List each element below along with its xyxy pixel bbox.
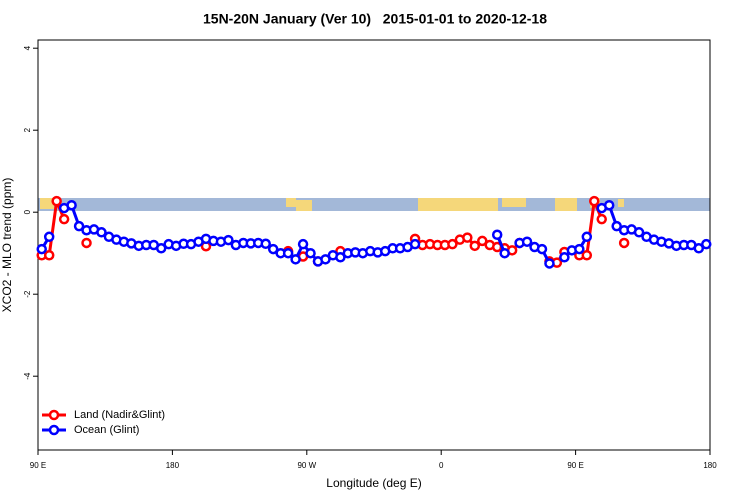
y-tick-label: 4 (23, 45, 32, 50)
land-patch (40, 198, 54, 209)
data-point (66, 199, 77, 211)
y-tick-label: 2 (23, 127, 32, 132)
data-point (282, 247, 294, 259)
land-patch (286, 198, 296, 207)
data-point (469, 240, 481, 252)
data-point (611, 220, 622, 232)
data-point (633, 227, 645, 238)
data-point (447, 238, 458, 250)
data-point (618, 237, 630, 249)
data-point (51, 195, 62, 207)
data-point (297, 238, 309, 250)
data-point (335, 252, 346, 263)
data-point (43, 231, 55, 243)
data-point (581, 231, 593, 243)
data-point (596, 213, 607, 225)
data-point (267, 243, 279, 255)
x-tick-label: 90 E (567, 461, 583, 470)
data-point (73, 220, 85, 232)
data-point (574, 243, 585, 255)
x-axis-label: Longitude (deg E) (326, 476, 421, 490)
legend-marker (48, 424, 60, 436)
x-tick-label: 0 (439, 461, 444, 470)
data-point (260, 238, 271, 250)
data-point (223, 234, 234, 246)
data-point (693, 243, 705, 254)
data-point (603, 199, 615, 211)
data-point (701, 238, 712, 250)
data-point (320, 254, 331, 265)
data-point (544, 258, 555, 269)
data-point (499, 247, 510, 259)
y-axis-label: XCO2 - MLO trend (ppm) (0, 178, 14, 313)
data-point (477, 235, 488, 247)
data-point (305, 247, 316, 259)
legend-marker (48, 409, 60, 421)
x-tick-label: 180 (703, 461, 717, 470)
y-tick-label: -4 (23, 372, 32, 380)
land-patch (418, 198, 498, 211)
data-point (559, 252, 570, 263)
chart-title: 15N-20N January (Ver 10) 2015-01-01 to 2… (203, 11, 547, 27)
data-point (581, 250, 593, 261)
data-point (521, 236, 533, 247)
legend-label: Land (Nadir&Glint) (74, 409, 165, 421)
y-tick-label: 0 (23, 209, 32, 214)
land-patch (296, 200, 312, 211)
map-band (38, 198, 710, 211)
ocean-band (38, 198, 710, 211)
land-patch (618, 199, 624, 207)
data-point (81, 237, 92, 249)
data-point (462, 232, 473, 243)
land-patch (502, 198, 526, 207)
data-point (155, 243, 167, 254)
data-point (43, 250, 55, 261)
data-point (290, 254, 301, 265)
x-tick-label: 90 E (30, 461, 46, 470)
data-point (58, 213, 70, 225)
data-point (409, 238, 421, 250)
legend-label: Ocean (Glint) (74, 424, 139, 436)
y-tick-label: -2 (23, 290, 32, 298)
x-tick-label: 90 W (297, 461, 316, 470)
series (36, 199, 712, 269)
data-point (536, 243, 548, 255)
data-point (96, 227, 107, 238)
land-patch (555, 198, 577, 211)
data-point (36, 243, 47, 255)
data-point (491, 229, 503, 240)
data-point (589, 195, 600, 207)
x-tick-label: 180 (166, 461, 180, 470)
